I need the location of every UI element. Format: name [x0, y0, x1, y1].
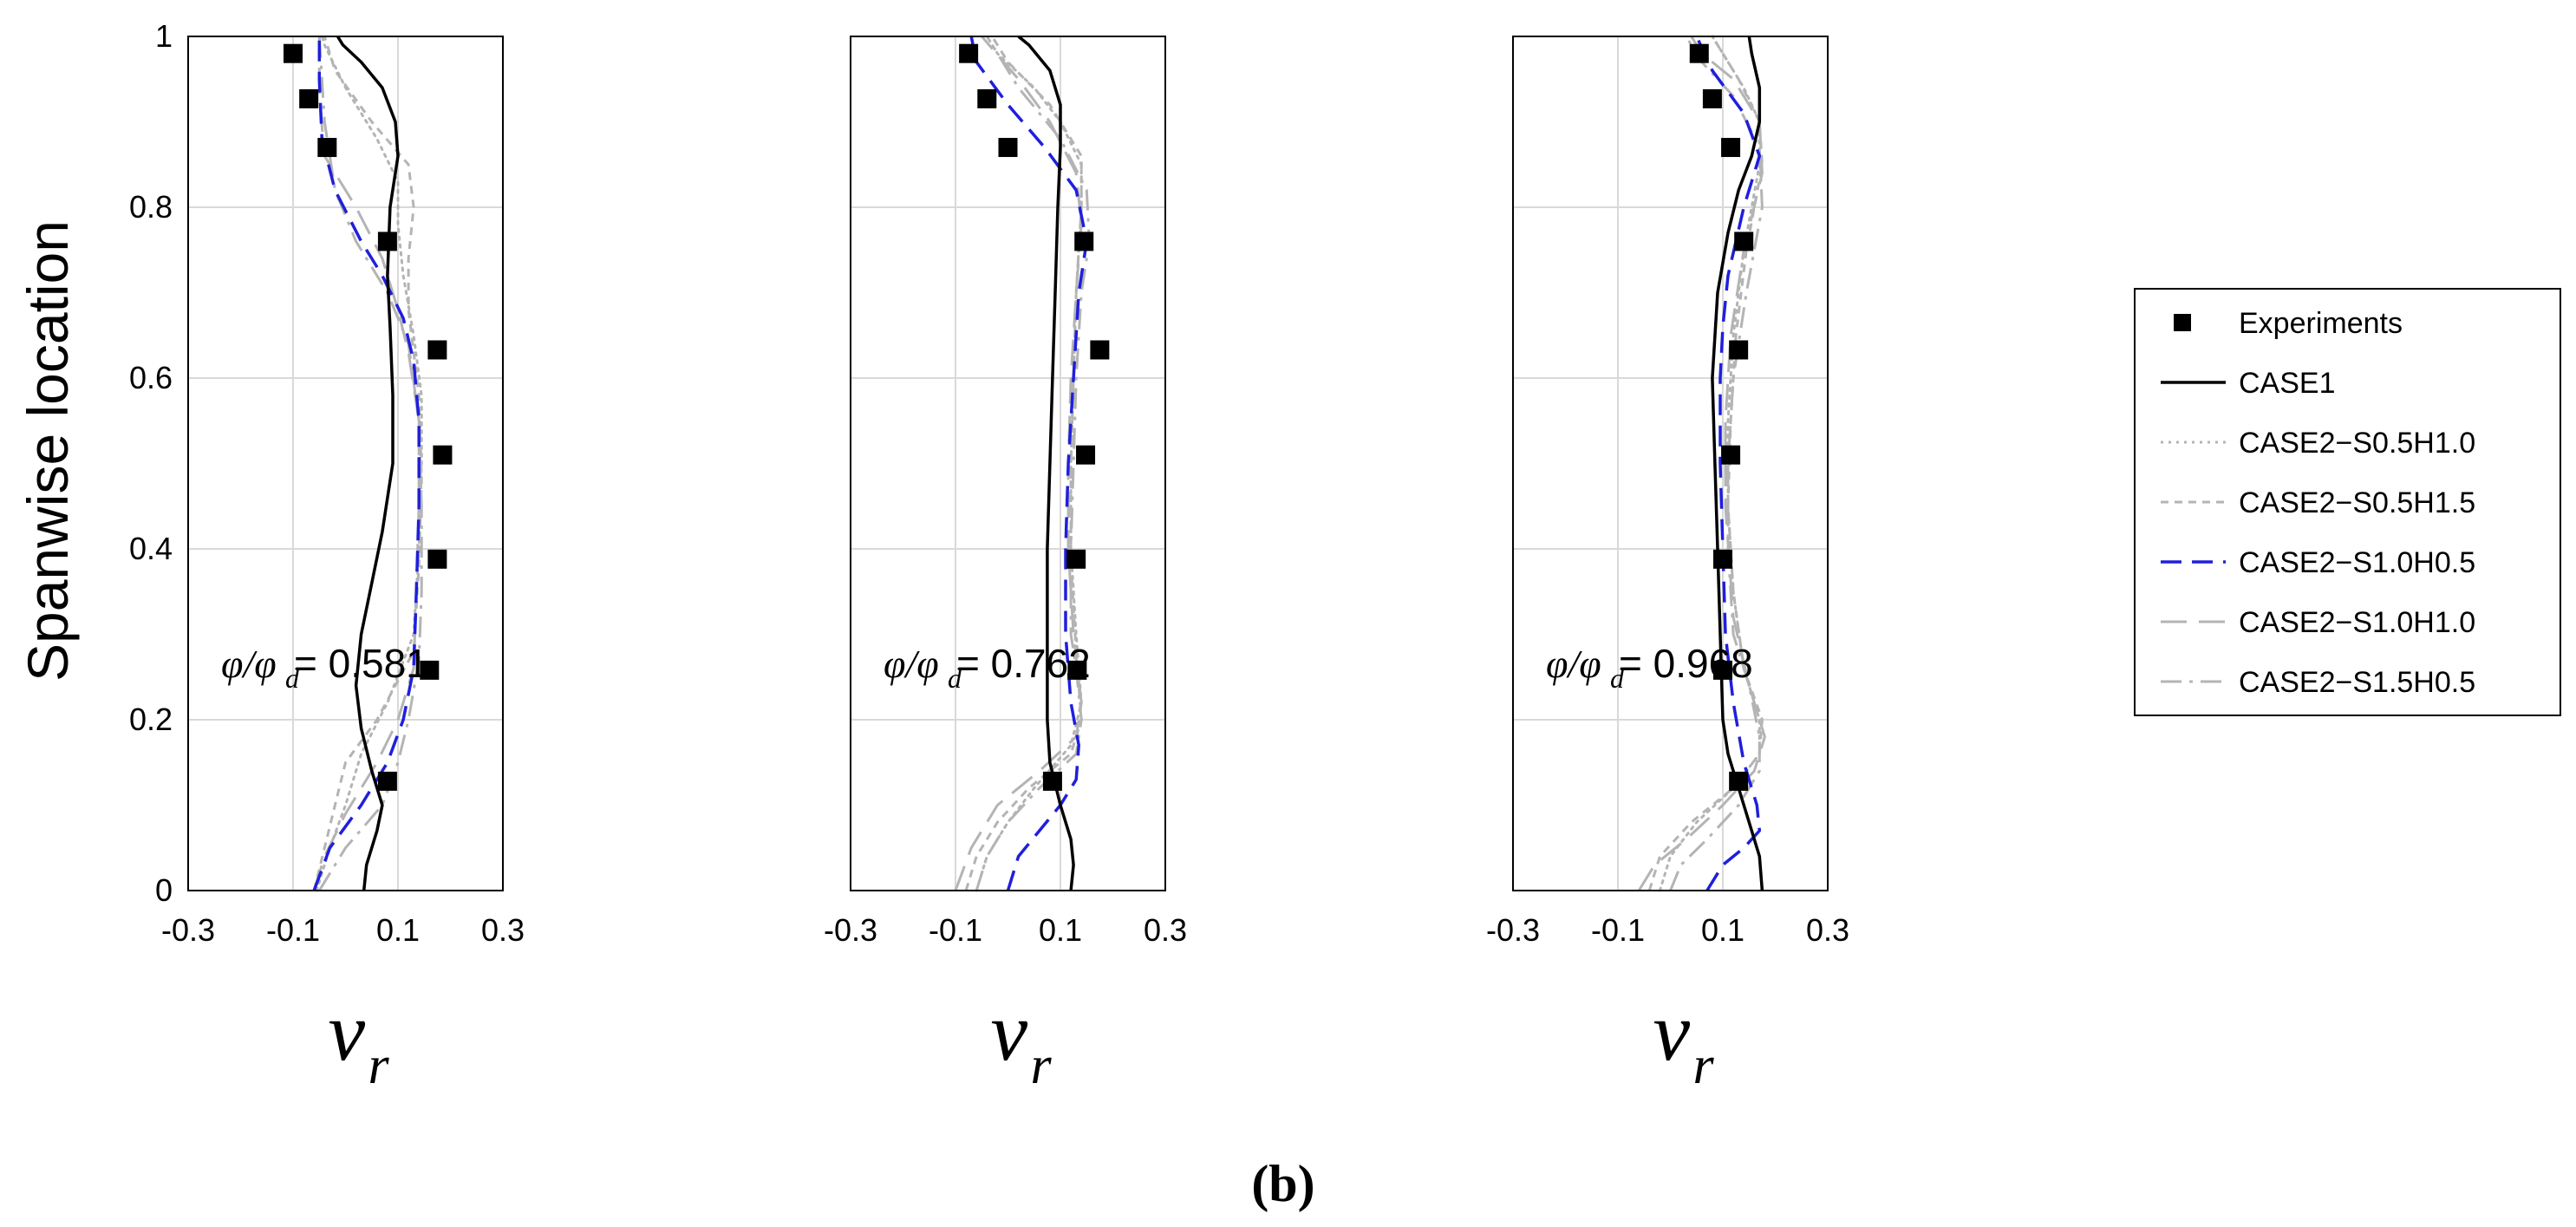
experiment-point: [998, 138, 1018, 158]
experiment-point: [1729, 340, 1749, 360]
series-line-s15h05: [975, 36, 1091, 891]
x-axis-label: v: [1653, 985, 1691, 1078]
series-line-s10h10: [954, 36, 1083, 891]
series-line-s15h05: [317, 36, 423, 891]
panels: 00.20.40.60.81-0.3 -0.1 0.1 0.3v rφ/φ d = 0.5…: [129, 18, 1849, 1095]
legend-label-s05h15: CASE2−S0.5H1.5: [2239, 486, 2475, 519]
experiment-point: [377, 232, 397, 251]
series-line-s05h10: [975, 35, 1083, 892]
x-axis-label-subscript: r: [1031, 1036, 1053, 1095]
experiment-point: [1734, 232, 1754, 251]
x-tick-label: 0.1: [1701, 912, 1745, 948]
x-tick-label: -0.1: [1591, 912, 1645, 948]
experiment-point: [1721, 445, 1741, 465]
experiment-point: [377, 771, 397, 791]
phi-annotation: φ/φ d = 0.762: [884, 641, 1091, 694]
series-line-case1: [1017, 35, 1075, 891]
series-line-s10h10: [1637, 36, 1766, 891]
y-tick-label: 0.4: [129, 531, 173, 566]
legend-label-s15h05: CASE2−S1.5H0.5: [2239, 666, 2475, 699]
experiment-point: [427, 549, 447, 569]
phi-ratio-symbol: φ/φ: [1546, 642, 1601, 686]
legend-label-s10h05: CASE2−S1.0H0.5: [2239, 546, 2475, 579]
series-line-s05h15: [1647, 36, 1764, 891]
legend-experiments-marker: [2174, 314, 2191, 331]
legend-label-s10h10: CASE2−S1.0H1.0: [2239, 606, 2475, 639]
experiment-point: [1090, 340, 1110, 360]
series-line-s05h10: [1658, 35, 1761, 892]
experiment-point: [977, 88, 997, 108]
legend-label-case1: CASE1: [2239, 367, 2336, 400]
plot-frame: [1512, 36, 1829, 891]
experiment-point: [1713, 549, 1732, 569]
x-tick-label: 0.1: [376, 912, 420, 948]
y-axis-label: Spanwise location: [16, 220, 80, 682]
experiment-point: [1042, 771, 1062, 791]
phi-ratio-value: = 0.581: [294, 641, 428, 686]
experiment-point: [1729, 771, 1749, 791]
x-axis-label-subscript: r: [368, 1036, 390, 1095]
x-tick-label: -0.3: [824, 912, 877, 948]
experiment-point: [317, 138, 337, 158]
y-tick-label: 0.8: [129, 189, 173, 225]
series-line-s05h15: [964, 36, 1083, 891]
experiment-point: [1689, 43, 1709, 63]
experiment-point: [1702, 88, 1722, 108]
phi-ratio-subscript: d: [1610, 662, 1625, 694]
experiment-point: [1721, 138, 1741, 158]
plot-frame: [187, 36, 504, 891]
phi-annotation: φ/φ d = 0.968: [1546, 641, 1753, 694]
experiment-point: [959, 43, 979, 63]
legend-label-s05h10: CASE2−S0.5H1.0: [2239, 427, 2475, 460]
x-tick-label: 0.3: [1144, 912, 1187, 948]
x-axis-label: v: [329, 985, 366, 1078]
x-tick-label: -0.1: [266, 912, 320, 948]
panel-3: -0.3 -0.1 0.1 0.3 v r φ/φ d = 0.968: [1486, 35, 1849, 1095]
x-tick-label: 0.3: [1806, 912, 1849, 948]
x-tick-label: 0.3: [481, 912, 525, 948]
y-tick-label: 1: [155, 18, 173, 54]
x-axis-label-subscript: r: [1693, 1036, 1715, 1095]
experiment-point: [420, 660, 440, 680]
panel-2: -0.3 -0.1 0.1 0.3 v r φ/φ d = 0.762: [824, 35, 1187, 1095]
x-tick-label: -0.3: [1486, 912, 1540, 948]
legend: Experiments CASE1 CASE2−S0.5H1.0 CASE2−S0.5…: [2134, 288, 2561, 716]
experiment-point: [299, 88, 319, 108]
series-line-s10h10: [312, 36, 421, 891]
legend-experiments-label: Experiments: [2239, 307, 2403, 340]
phi-ratio-subscript: d: [285, 662, 300, 694]
y-tick-label: 0.6: [129, 360, 173, 395]
x-tick-label: -0.3: [161, 912, 215, 948]
panel-1: 0 0.2 0.4 0.6 0.8 1 -0.3 -0.1 0.1 0.3 v r φ/φ d = 0.5…: [129, 18, 525, 1095]
phi-annotation: φ/φ d = 0.581: [221, 641, 428, 694]
x-tick-label: 0.1: [1039, 912, 1082, 948]
y-tick-label: 0: [155, 872, 173, 908]
series-line-case1: [1711, 36, 1764, 891]
experiment-point: [1713, 660, 1732, 680]
phi-ratio-subscript: d: [948, 662, 962, 694]
phi-ratio-symbol: φ/φ: [221, 642, 277, 686]
series-line-s10h05: [312, 36, 421, 891]
phi-ratio-value: = 0.968: [1619, 641, 1753, 686]
x-tick-label: -0.1: [929, 912, 982, 948]
experiment-point: [1066, 549, 1086, 569]
phi-ratio-symbol: φ/φ: [884, 642, 939, 686]
experiment-point: [1076, 445, 1096, 465]
series-line-s05h10: [315, 35, 423, 892]
series-line-s10h05: [969, 36, 1089, 891]
experiment-point: [284, 43, 303, 63]
x-axis-label: v: [991, 985, 1028, 1078]
plot-frame: [850, 36, 1166, 891]
experiment-point: [1067, 660, 1087, 680]
figure-caption: (b): [1251, 1155, 1314, 1212]
series-line-case1: [336, 36, 400, 891]
series-line-s10h05: [1695, 36, 1762, 891]
y-tick-label: 0.2: [129, 702, 173, 737]
experiment-point: [433, 445, 453, 465]
experiment-point: [1074, 232, 1094, 251]
experiment-point: [427, 340, 447, 360]
phi-ratio-value: = 0.762: [956, 641, 1091, 686]
